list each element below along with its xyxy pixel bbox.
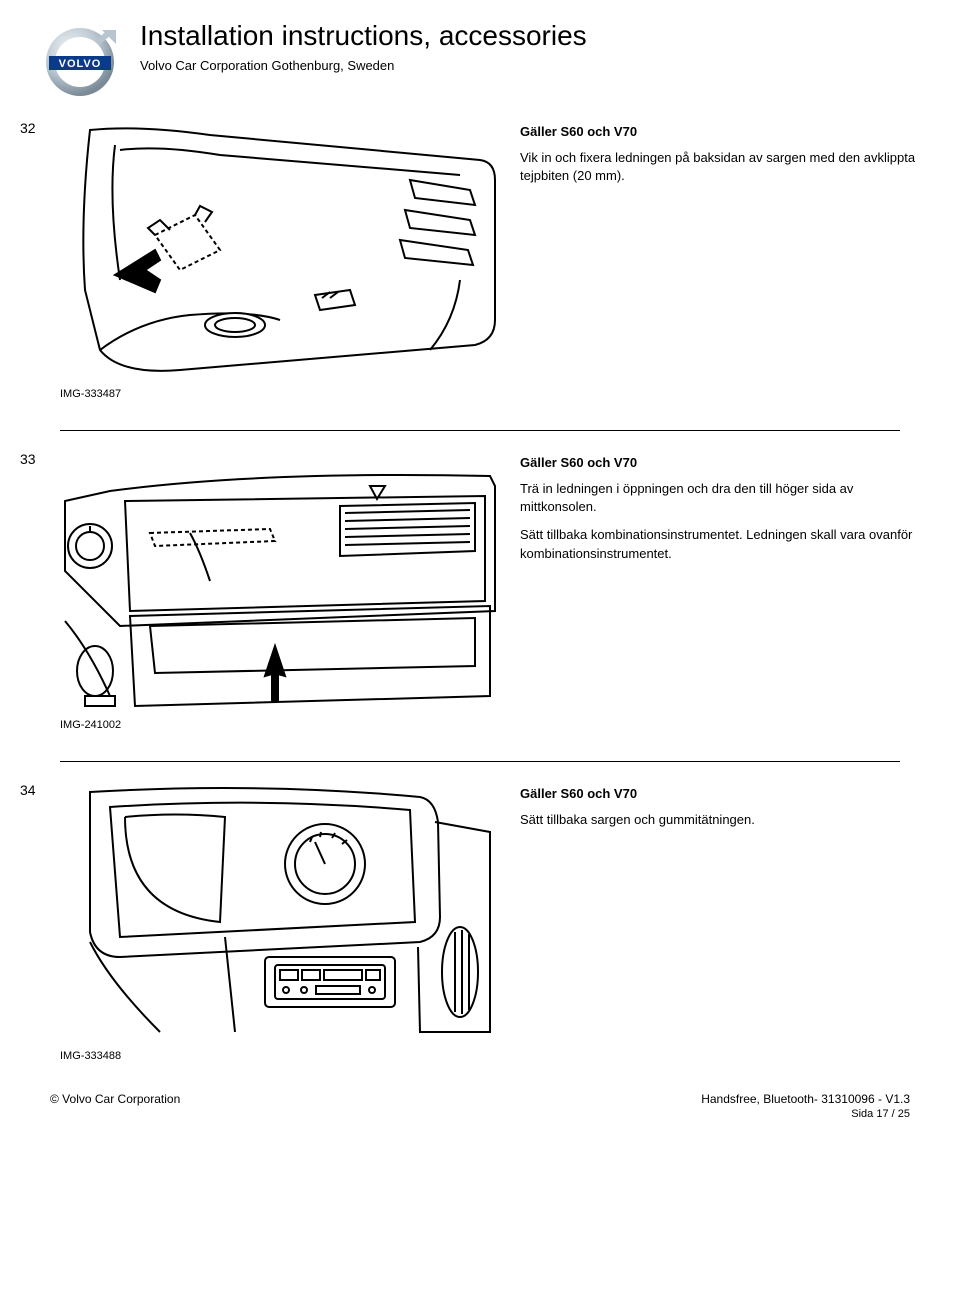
volvo-logo: VOLVO xyxy=(40,20,120,100)
page-header: VOLVO Installation instructions, accesso… xyxy=(40,20,920,100)
step-paragraph: Sätt tillbaka sargen och gummitätningen. xyxy=(520,811,920,829)
footer-left: © Volvo Car Corporation xyxy=(50,1092,180,1106)
page-subtitle: Volvo Car Corporation Gothenburg, Sweden xyxy=(140,58,587,73)
page: VOLVO Installation instructions, accesso… xyxy=(0,0,960,1130)
step-34: 34 xyxy=(40,782,920,1062)
step-text: Gäller S60 och V70 Vik in och fixera led… xyxy=(520,120,920,380)
step-illustration xyxy=(60,782,500,1042)
image-id: IMG-333488 xyxy=(60,1050,920,1062)
step-subtitle: Gäller S60 och V70 xyxy=(520,124,920,139)
step-paragraph: Trä in ledningen i öppningen och dra den… xyxy=(520,480,920,516)
step-32: 32 xyxy=(40,120,920,400)
image-id: IMG-241002 xyxy=(60,719,920,731)
header-text: Installation instructions, accessories V… xyxy=(140,20,587,73)
footer-right: Handsfree, Bluetooth- 31310096 - V1.3 xyxy=(701,1092,910,1106)
step-body: Gäller S60 och V70 Vik in och fixera led… xyxy=(60,120,920,380)
step-33: 33 xyxy=(40,451,920,731)
page-title: Installation instructions, accessories xyxy=(140,20,587,52)
step-text: Gäller S60 och V70 Trä in ledningen i öp… xyxy=(520,451,920,711)
step-number: 32 xyxy=(20,120,36,136)
divider xyxy=(60,761,900,762)
svg-text:VOLVO: VOLVO xyxy=(59,58,102,70)
step-paragraph: Vik in och fixera ledningen på baksidan … xyxy=(520,149,920,185)
step-number: 33 xyxy=(20,451,36,467)
divider xyxy=(60,430,900,431)
step-body: Gäller S60 och V70 Trä in ledningen i öp… xyxy=(60,451,920,711)
page-footer: © Volvo Car Corporation Handsfree, Bluet… xyxy=(40,1092,920,1106)
step-number: 34 xyxy=(20,782,36,798)
step-paragraph: Sätt tillbaka kombinationsinstrumentet. … xyxy=(520,526,920,562)
step-body: Gäller S60 och V70 Sätt tillbaka sargen … xyxy=(60,782,920,1042)
image-id: IMG-333487 xyxy=(60,388,920,400)
footer-page-number: Sida 17 / 25 xyxy=(40,1108,920,1120)
step-text: Gäller S60 och V70 Sätt tillbaka sargen … xyxy=(520,782,920,1042)
step-subtitle: Gäller S60 och V70 xyxy=(520,455,920,470)
step-subtitle: Gäller S60 och V70 xyxy=(520,786,920,801)
step-illustration xyxy=(60,451,500,711)
step-illustration xyxy=(60,120,500,380)
